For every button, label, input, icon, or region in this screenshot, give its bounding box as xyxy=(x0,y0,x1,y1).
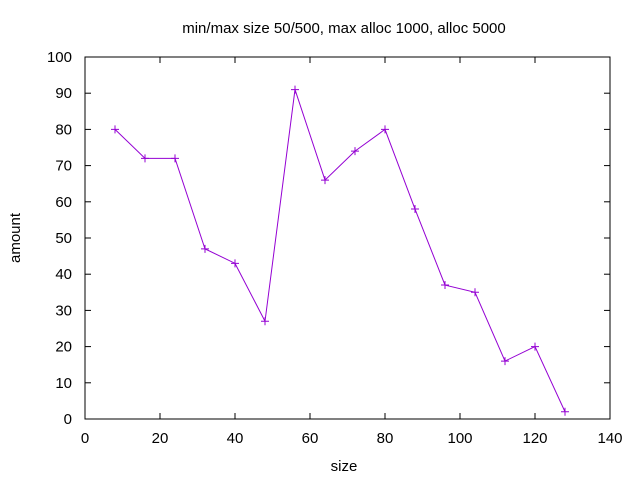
data-point-marker xyxy=(411,205,419,214)
plot-frame xyxy=(84,56,611,420)
y-tick-label: 90 xyxy=(55,85,72,102)
data-point-marker xyxy=(141,154,149,163)
data-point-marker xyxy=(171,154,179,163)
x-tick-label: 40 xyxy=(227,430,244,447)
data-point-marker xyxy=(561,407,569,416)
y-tick-label: 10 xyxy=(55,375,72,392)
chart-title: min/max size 50/500, max alloc 1000, all… xyxy=(182,20,506,37)
data-point-marker xyxy=(201,244,209,253)
data-point-marker xyxy=(441,281,449,290)
x-tick-label: 0 xyxy=(81,430,89,447)
y-tick-label: 30 xyxy=(55,302,72,319)
data-point-marker xyxy=(531,342,539,351)
data-point-marker xyxy=(471,288,479,297)
data-point-marker xyxy=(111,125,119,134)
y-tick-label: 70 xyxy=(55,158,72,175)
data-point-marker xyxy=(231,259,239,268)
x-tick-label: 20 xyxy=(152,430,169,447)
y-tick-label: 100 xyxy=(47,49,72,66)
x-tick-label: 140 xyxy=(597,430,622,447)
y-tick-label: 0 xyxy=(64,411,72,428)
axis-ticks: 0 20 40 60 80 100 120 140 0 10 20 30 40 50 60 70 80 90 100 xyxy=(47,49,623,447)
y-tick-label: 80 xyxy=(55,121,72,138)
data-point-marker xyxy=(321,176,329,185)
data-point-marker xyxy=(501,357,509,366)
data-point-marker xyxy=(291,85,299,94)
data-point-marker xyxy=(351,147,359,156)
y-tick-label: 60 xyxy=(55,194,72,211)
x-tick-label: 120 xyxy=(522,430,547,447)
y-tick-label: 50 xyxy=(55,230,72,247)
x-tick-label: 80 xyxy=(377,430,394,447)
x-tick-label: 60 xyxy=(302,430,319,447)
x-tick-label: 100 xyxy=(447,430,472,447)
data-point-marker xyxy=(261,317,269,326)
series-layer xyxy=(111,85,569,416)
y-axis-label: amount xyxy=(7,212,24,263)
x-axis-label: size xyxy=(331,458,358,475)
data-point-marker xyxy=(381,125,389,134)
y-tick-label: 40 xyxy=(55,266,72,283)
y-tick-label: 20 xyxy=(55,339,72,356)
series-line xyxy=(114,89,566,412)
